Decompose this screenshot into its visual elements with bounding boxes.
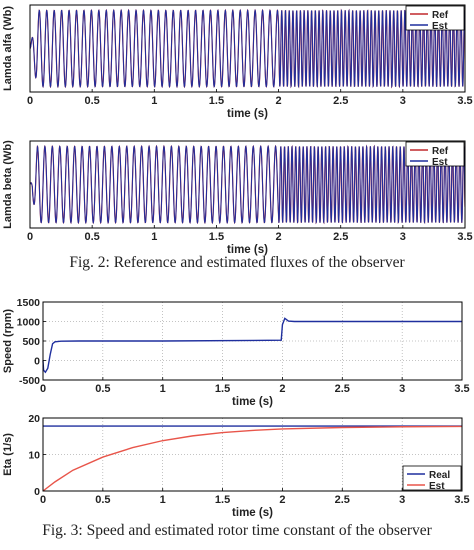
x-tick-label: 3 (400, 95, 406, 107)
chart-4: 0 0.5 1 1.5 2 2.5 3 3.5 0 10 20 time (s) Eta (1/s) Re… (2, 413, 470, 519)
x-tick-label: 3 (399, 494, 405, 506)
chart-1: 0 0.5 1 1.5 2 2.5 3 3.5 time (s) Lamda alfa (Wb) R… (2, 4, 473, 120)
x-tick-label: 2 (279, 383, 285, 395)
x-tick-label: 0.5 (95, 383, 110, 395)
x-tick-label: 1 (151, 95, 157, 107)
x-tick-label: 3.5 (457, 231, 472, 243)
x-tick-label: 2.5 (335, 494, 350, 506)
legend-label-est: Est (432, 157, 448, 168)
y-axis-label: Speed (rpm) (2, 309, 14, 374)
x-tick-label: 1.5 (215, 494, 230, 506)
legend-label-real: Real (429, 470, 450, 481)
y-tick-label: 500 (22, 336, 40, 348)
x-tick-label: 1.5 (209, 95, 224, 107)
plot-area (43, 418, 462, 491)
x-tick-label: 0 (27, 95, 33, 107)
y-tick-label: 0 (34, 486, 40, 498)
x-tick-label: 1.5 (215, 383, 230, 395)
x-axis-label: time (s) (232, 507, 273, 519)
x-tick-label: 0 (27, 231, 33, 243)
figure-3-caption: Fig. 3: Speed and estimated rotor time c… (42, 522, 432, 539)
y-tick-label: 20 (28, 413, 40, 425)
y-tick-label: 1000 (17, 317, 41, 329)
legend-label-est: Est (432, 21, 448, 32)
axes-frame (29, 140, 466, 229)
x-tick-label: 1 (160, 494, 166, 506)
y-axis-label: Eta (1/s) (2, 433, 14, 476)
x-tick-label: 0 (40, 383, 46, 395)
y-tick-label: 1500 (17, 297, 41, 309)
figure-2-caption: Fig. 2: Reference and estimated fluxes o… (69, 254, 405, 271)
y-tick-label: 0 (34, 356, 40, 368)
x-tick-label: 1 (151, 231, 157, 243)
y-tick-label: 10 (28, 450, 40, 462)
x-axis-label: time (s) (232, 396, 273, 408)
legend-box (405, 141, 465, 167)
x-tick-label: 2.5 (335, 383, 350, 395)
series-est-line (42, 425, 463, 492)
y-axis-label: Lamda alfa (Wb) (2, 6, 14, 91)
legend-box (402, 465, 462, 491)
x-tick-label: 0 (40, 494, 46, 506)
x-tick-label: 0.5 (95, 494, 110, 506)
x-tick-label: 3 (399, 383, 405, 395)
legend-box (405, 5, 465, 31)
x-tick-label: 3.5 (457, 95, 472, 107)
axes-frame (29, 4, 466, 93)
x-tick-label: 3.5 (454, 383, 469, 395)
x-tick-label: 0.5 (84, 231, 99, 243)
x-tick-label: 2.5 (333, 95, 348, 107)
series-est-line (30, 144, 465, 225)
x-tick-label: 2 (276, 231, 282, 243)
x-tick-label: 0.5 (84, 95, 99, 107)
x-axis-label: time (s) (227, 244, 268, 256)
legend-label-est: Est (429, 481, 445, 492)
series-speed-line (42, 317, 462, 374)
x-tick-label: 2 (279, 494, 285, 506)
legend-label-ref: Ref (432, 10, 449, 21)
x-tick-label: 3 (400, 231, 406, 243)
x-axis-label: time (s) (227, 108, 268, 120)
chart-2: 0 0.5 1 1.5 2 2.5 3 3.5 time (s) Lamda beta (Wb) R… (2, 140, 473, 256)
legend-label-ref: Ref (432, 146, 449, 157)
x-tick-label: 2 (276, 95, 282, 107)
x-tick-label: 1.5 (209, 231, 224, 243)
x-tick-label: 3.5 (454, 494, 469, 506)
y-tick-label: -500 (19, 375, 40, 387)
x-tick-label: 2.5 (333, 231, 348, 243)
y-axis-label: Lamda beta (Wb) (2, 140, 14, 229)
series-est-line (30, 8, 465, 89)
x-tick-label: 1 (160, 383, 166, 395)
